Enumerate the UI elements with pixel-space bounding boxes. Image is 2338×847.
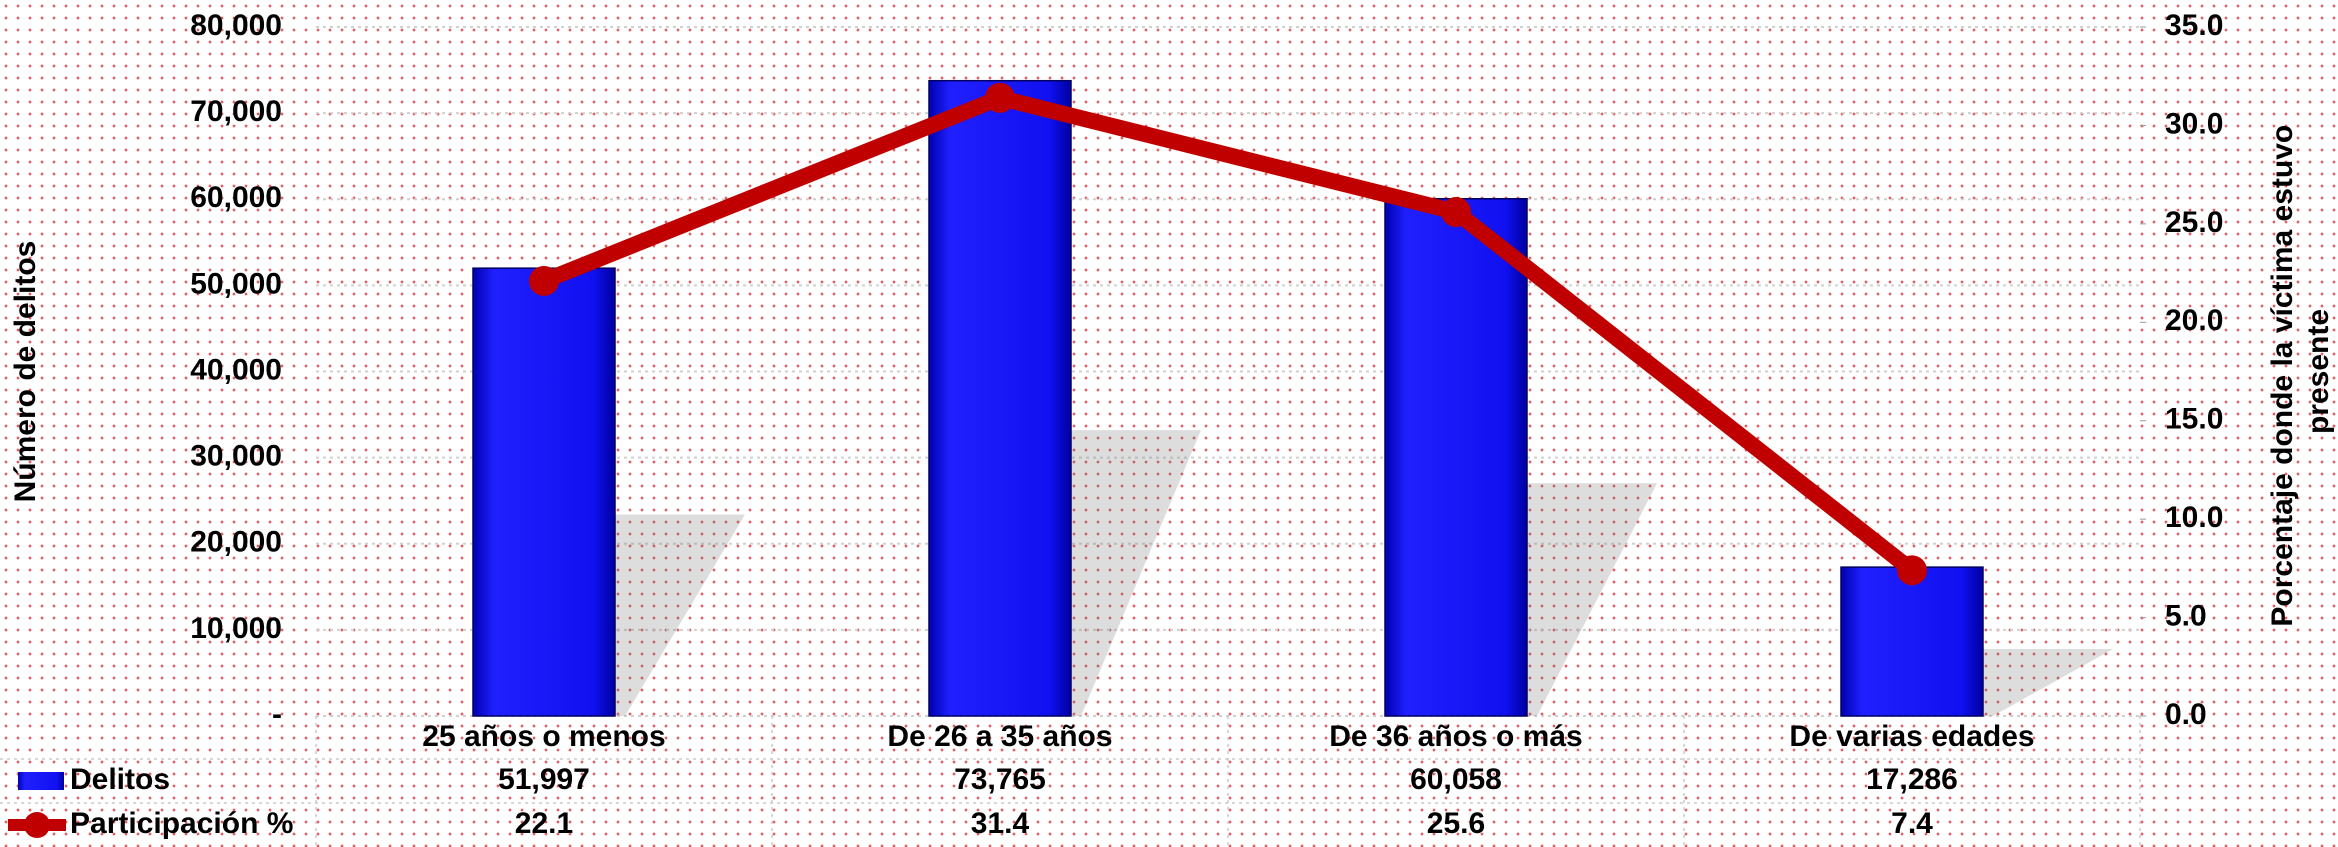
y2-tick-label: 20.0 [2165,304,2223,337]
y2-tick-label: 35.0 [2165,9,2223,42]
y-tick-label: - [272,698,282,731]
line-point [1441,197,1471,228]
y2-tick-label: 30.0 [2165,107,2223,140]
x-tick-label: De varias edades [1789,720,2034,753]
line-point [1897,555,1927,586]
table-value: 31.4 [971,807,1030,840]
y-tick-label: 30,000 [190,440,282,473]
table-value: 60,058 [1410,763,1502,796]
table-value: 25.6 [1427,807,1485,840]
line [541,89,1917,577]
legend-key [18,772,64,790]
legend-key [24,812,50,838]
x-tick-label: 25 años o menos [422,720,665,753]
y-tick-label: 60,000 [190,181,282,214]
y2-tick-label: 5.0 [2165,599,2207,632]
y2-tick-label: 15.0 [2165,403,2223,436]
bar [928,79,1072,717]
x-tick-label: De 36 años o más [1329,720,1582,753]
bar [1384,198,1528,717]
y-tick-label: 40,000 [190,353,282,386]
y2-axis-label: Porcentaje donde la víctima estuvo prese… [2266,116,2335,626]
bar-shadow [1983,649,2113,716]
table-value: 22.1 [515,807,573,840]
y-tick-label: 10,000 [190,612,282,645]
y-tick-label: 20,000 [190,526,282,559]
bar-shadow [1527,483,1657,716]
y2-tick-label: 10.0 [2165,501,2223,534]
line-point [985,82,1015,113]
table-value: 51,997 [498,763,590,796]
y-tick-label: 70,000 [190,95,282,128]
legend-label: Participación % [70,807,293,840]
y-tick-label: 50,000 [190,267,282,300]
y-tick-label: 80,000 [190,9,282,42]
bar-shadow [615,514,745,716]
y2-tick-label: 25.0 [2165,206,2223,239]
y2-tick-label: 0.0 [2165,698,2207,731]
bar [472,267,616,717]
y-axis-label: Número de delitos [9,241,42,503]
bar-shadow [1071,430,1201,716]
table-value: 73,765 [954,763,1046,796]
x-tick-label: De 26 a 35 años [887,720,1112,753]
table-value: 7.4 [1891,807,1933,840]
bar [1840,566,1984,717]
line-point [529,265,559,296]
legend-label: Delitos [70,763,170,796]
table-value: 17,286 [1866,763,1958,796]
